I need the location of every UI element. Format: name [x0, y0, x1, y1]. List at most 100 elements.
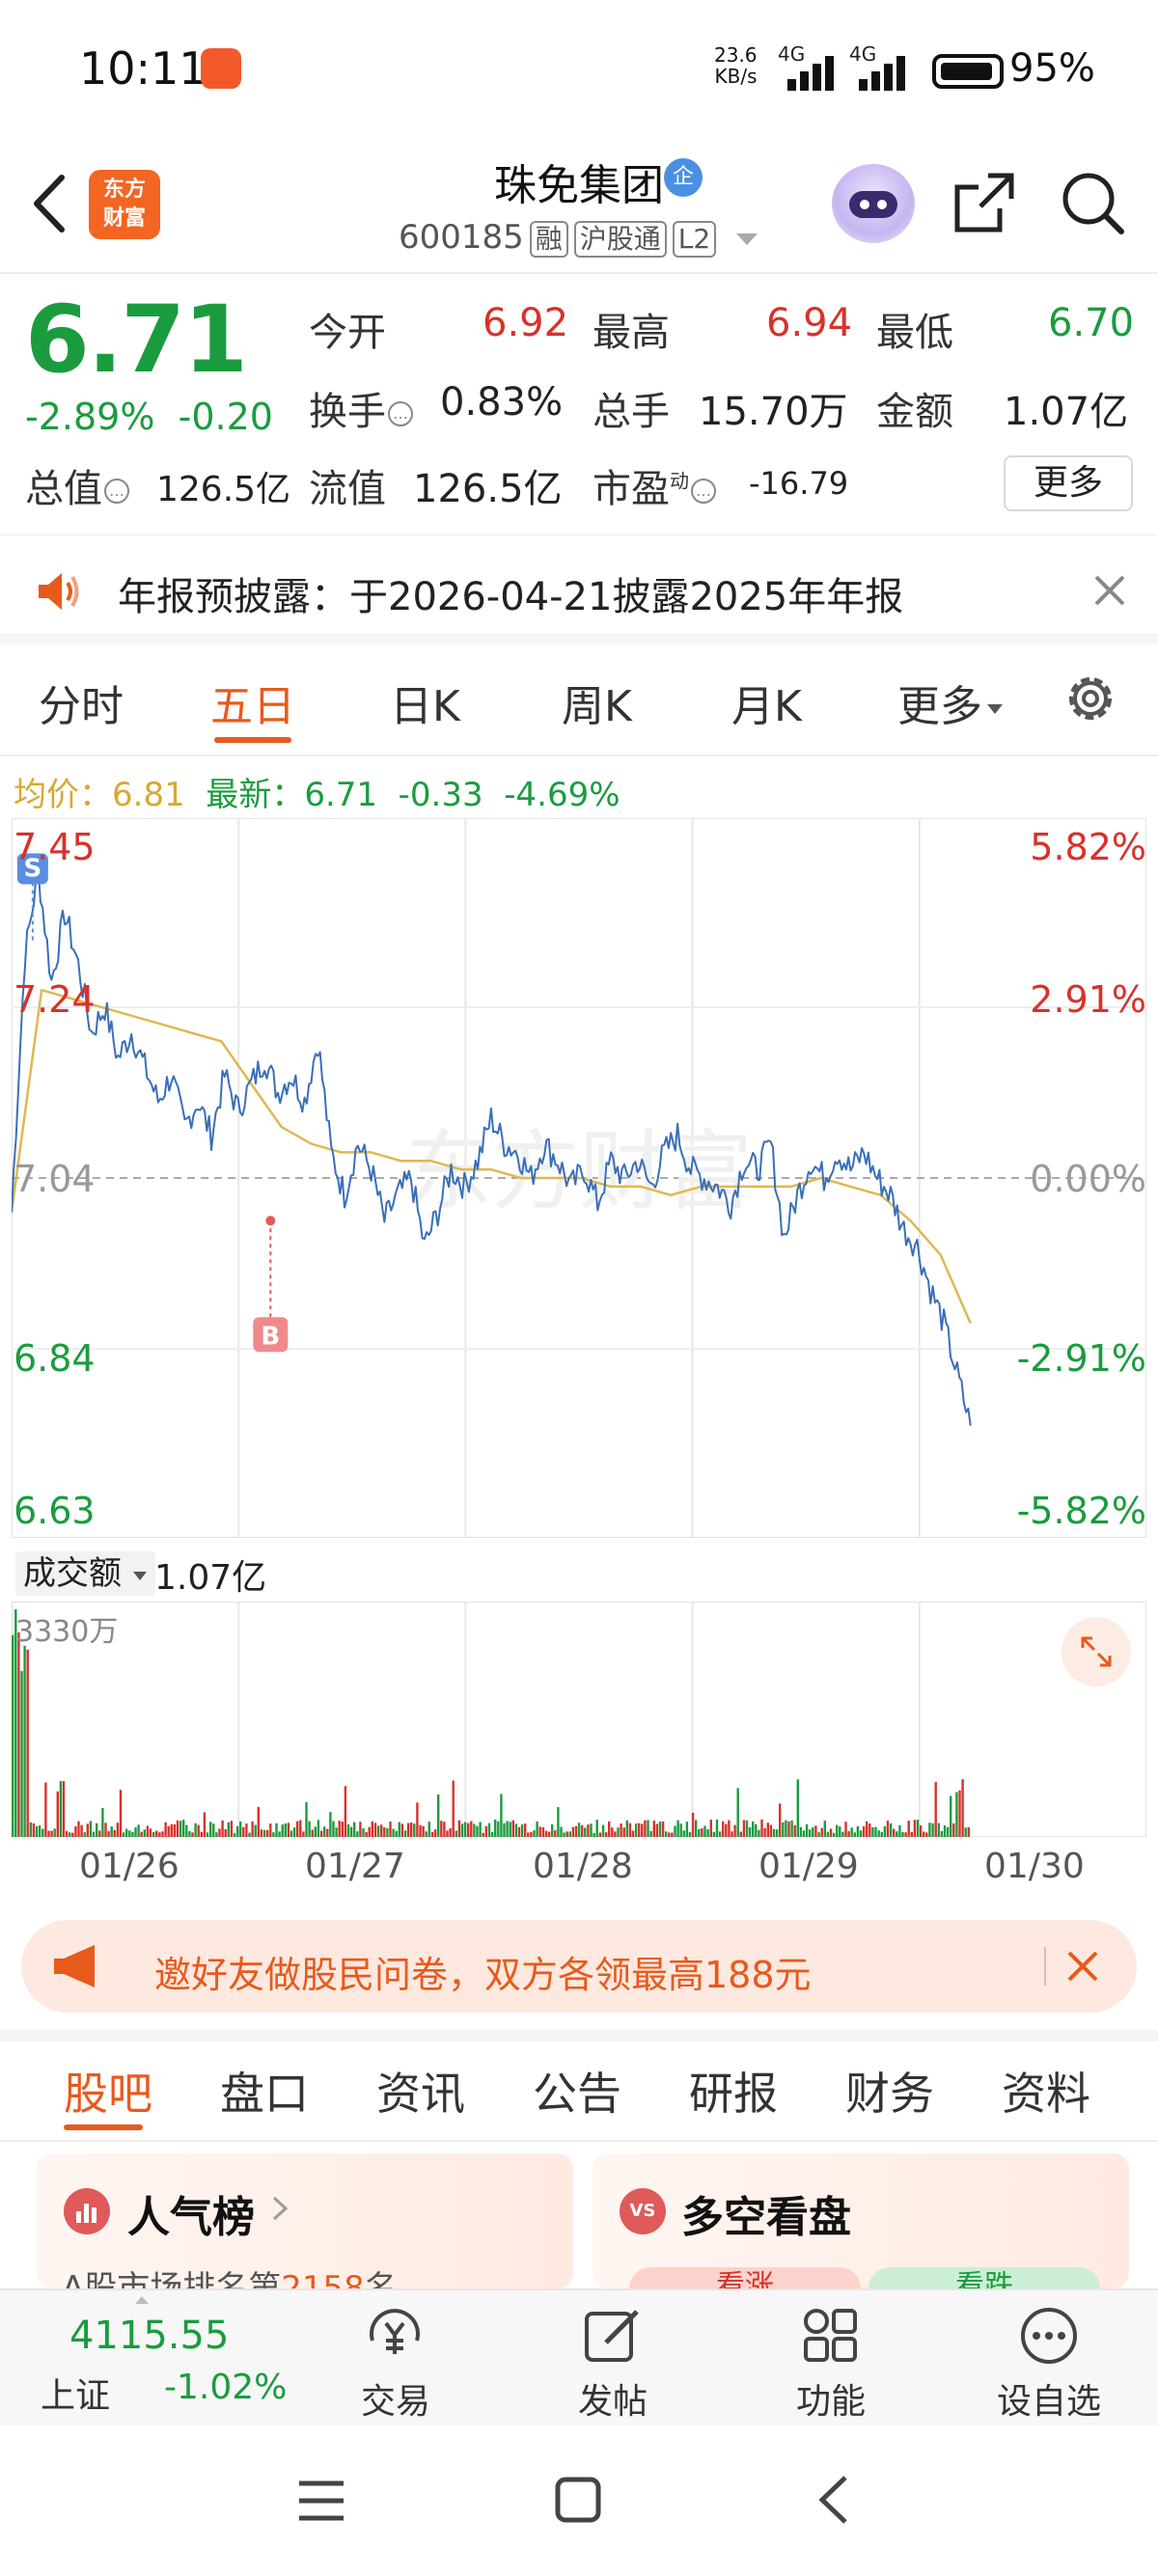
add-watchlist-label[interactable]: 设自选 [996, 2382, 1101, 2422]
tab-profile[interactable]: 资料 [1002, 2068, 1090, 2120]
volume-bar [557, 1807, 560, 1837]
more-dots-icon[interactable] [1015, 2302, 1083, 2370]
grid-icon[interactable] [797, 2302, 865, 2370]
tab-monthly-k[interactable]: 月K [731, 682, 802, 731]
volume-bar [809, 1829, 812, 1837]
volume-value: 15.70万 [699, 390, 848, 434]
volume-bar [652, 1821, 655, 1837]
volume-bar [617, 1827, 620, 1837]
volume-bar [844, 1822, 847, 1837]
index-value[interactable]: 4115.55 [69, 2314, 230, 2358]
more-quote-button[interactable]: 更多 [1004, 455, 1133, 511]
volume-bar [20, 1671, 23, 1837]
post-label[interactable]: 发帖 [577, 2382, 648, 2422]
y-tick-right-4: -5.82% [1016, 1490, 1146, 1532]
volume-bar [503, 1822, 506, 1837]
volume-bar [715, 1820, 719, 1837]
volume-bar [463, 1822, 467, 1837]
volume-bar [928, 1822, 931, 1837]
tab-order-book[interactable]: 盘口 [220, 2068, 309, 2120]
volume-bar [581, 1824, 584, 1837]
volume-bar [47, 1830, 50, 1837]
active-tab-indicator [214, 737, 291, 743]
volume-bar [326, 1828, 329, 1837]
gear-icon[interactable] [1062, 670, 1119, 727]
home-square-icon[interactable] [554, 2476, 602, 2524]
app-logo[interactable]: 东方 财富 [89, 170, 160, 239]
volume-bar [146, 1825, 150, 1837]
tab-news[interactable]: 资讯 [376, 2068, 465, 2120]
tab-daily-k[interactable]: 日K [390, 682, 460, 731]
volume-bar [742, 1820, 746, 1837]
volume-bar [356, 1831, 359, 1837]
close-icon[interactable] [1089, 569, 1131, 612]
volume-bar [883, 1825, 887, 1837]
popularity-card[interactable] [37, 2153, 573, 2288]
share-icon[interactable] [950, 168, 1019, 237]
volume-bar [262, 1829, 266, 1837]
volume-bar [820, 1827, 823, 1837]
tab-more[interactable]: 更多 [897, 671, 1004, 733]
stock-name: 珠免集团 [0, 151, 1158, 212]
close-icon[interactable] [1062, 1945, 1104, 1987]
bearish-button[interactable]: 看跌 [868, 2267, 1100, 2288]
battery-percent: 95% [1009, 46, 1095, 91]
info-icon[interactable]: … [104, 479, 129, 504]
bull-bear-card[interactable] [593, 2153, 1129, 2288]
volume-bar [779, 1803, 782, 1837]
tab-stock-forum[interactable]: 股吧 [64, 2068, 152, 2120]
yen-trade-icon[interactable] [361, 2302, 428, 2370]
volume-bar [23, 1645, 26, 1837]
expand-button[interactable] [1062, 1617, 1131, 1686]
volume-bar [923, 1831, 925, 1837]
tab-five-day[interactable]: 五日 [210, 682, 295, 731]
volume-bar [628, 1822, 632, 1837]
volume-bar [517, 1826, 521, 1837]
tab-weekly-k[interactable]: 周K [562, 682, 632, 731]
volume-bar [490, 1831, 494, 1837]
info-icon[interactable]: … [388, 401, 413, 426]
watermark: 东方财富 [405, 1121, 753, 1222]
y-tick-right-1: 2.91% [1030, 978, 1146, 1021]
volume-selector[interactable]: 成交额 [15, 1551, 155, 1596]
back-nav-icon[interactable] [816, 2474, 851, 2526]
five-day-price-chart[interactable]: 东方财富 S B [12, 818, 1146, 1538]
trade-label[interactable]: 交易 [360, 2382, 430, 2422]
volume-bar [182, 1820, 185, 1837]
volume-bar [119, 1790, 123, 1837]
bullish-button[interactable]: 看涨 [629, 2267, 861, 2288]
total-mv-label: 总值… [25, 457, 131, 513]
volume-bar [910, 1831, 913, 1837]
stock-code-row[interactable]: 600185 融沪股通 L2 [0, 218, 1158, 258]
index-change[interactable]: -1.02% [164, 2368, 288, 2407]
volume-bar [44, 1782, 47, 1837]
menu-icon[interactable] [297, 2478, 345, 2524]
vs-icon: VS [620, 2188, 666, 2234]
volume-bar [319, 1830, 323, 1837]
volume-bar [179, 1821, 182, 1837]
popularity-rank-number: 2158 [281, 2269, 365, 2288]
function-label[interactable]: 功能 [795, 2382, 866, 2422]
back-arrow-icon[interactable] [25, 170, 73, 237]
info-icon[interactable]: … [691, 479, 716, 504]
volume-bar [400, 1823, 404, 1837]
volume-bar [96, 1822, 98, 1837]
search-icon[interactable] [1058, 168, 1127, 237]
volume-bar [74, 1826, 77, 1837]
signal-label-1: 4G [778, 42, 806, 66]
volume-bar [269, 1823, 272, 1837]
volume-bar [346, 1823, 350, 1837]
ai-assistant-robot-icon[interactable] [832, 164, 915, 243]
notice-bar[interactable] [0, 534, 1158, 644]
volume-bar [104, 1822, 107, 1837]
volume-bar [344, 1786, 347, 1837]
promo-banner[interactable] [21, 1920, 1137, 2013]
x-label-3: 01/29 [758, 1847, 859, 1886]
tab-research[interactable]: 研报 [689, 2068, 778, 2120]
volume-bar [410, 1822, 413, 1837]
tab-intraday[interactable]: 分时 [39, 682, 124, 731]
index-name[interactable]: 上证 [41, 2376, 111, 2416]
edit-post-icon[interactable] [579, 2302, 647, 2370]
tab-announcements[interactable]: 公告 [533, 2068, 621, 2120]
tab-financials[interactable]: 财务 [845, 2068, 934, 2120]
